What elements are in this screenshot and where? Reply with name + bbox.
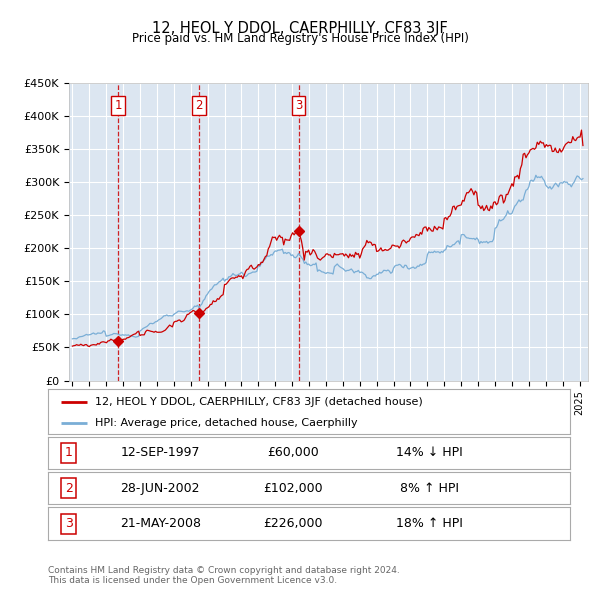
Text: £226,000: £226,000 [263, 517, 323, 530]
Text: 8% ↑ HPI: 8% ↑ HPI [400, 481, 458, 495]
Text: £102,000: £102,000 [263, 481, 323, 495]
Text: Price paid vs. HM Land Registry's House Price Index (HPI): Price paid vs. HM Land Registry's House … [131, 32, 469, 45]
Text: 2: 2 [65, 481, 73, 495]
Text: 18% ↑ HPI: 18% ↑ HPI [395, 517, 463, 530]
Text: 3: 3 [295, 99, 302, 112]
Text: 14% ↓ HPI: 14% ↓ HPI [395, 446, 463, 460]
Text: £60,000: £60,000 [268, 446, 319, 460]
Text: 28-JUN-2002: 28-JUN-2002 [121, 481, 200, 495]
Text: 1: 1 [115, 99, 122, 112]
Text: 2: 2 [195, 99, 203, 112]
Text: 21-MAY-2008: 21-MAY-2008 [120, 517, 201, 530]
Text: Contains HM Land Registry data © Crown copyright and database right 2024.
This d: Contains HM Land Registry data © Crown c… [48, 566, 400, 585]
Text: 12-SEP-1997: 12-SEP-1997 [121, 446, 200, 460]
Text: 12, HEOL Y DDOL, CAERPHILLY, CF83 3JF: 12, HEOL Y DDOL, CAERPHILLY, CF83 3JF [152, 21, 448, 35]
Text: 3: 3 [65, 517, 73, 530]
Text: 1: 1 [65, 446, 73, 460]
Text: 12, HEOL Y DDOL, CAERPHILLY, CF83 3JF (detached house): 12, HEOL Y DDOL, CAERPHILLY, CF83 3JF (d… [95, 397, 423, 407]
Text: HPI: Average price, detached house, Caerphilly: HPI: Average price, detached house, Caer… [95, 418, 358, 428]
